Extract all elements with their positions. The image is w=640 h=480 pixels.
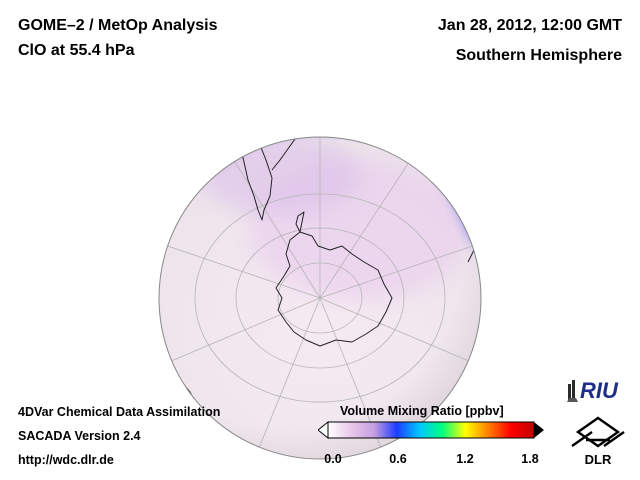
colorbar-gradient	[327, 421, 535, 439]
riu-logo: RIU	[567, 378, 619, 403]
colorbar-title: Volume Mixing Ratio [ppbv]	[340, 404, 504, 418]
riu-logo-text: RIU	[580, 378, 619, 403]
graticule	[159, 137, 481, 459]
globe-outline	[158, 136, 482, 460]
colorbar-min-arrow	[318, 420, 329, 440]
dlr-logo-text: DLR	[585, 452, 612, 467]
antarctic-peninsula	[295, 211, 305, 233]
colorbar-tick: 1.8	[521, 452, 539, 466]
dlr-logo: DLR	[571, 416, 625, 467]
footer-version: SACADA Version 2.4	[18, 429, 141, 443]
footer-url[interactable]: http://wdc.dlr.de	[18, 453, 114, 467]
datetime-label: Jan 28, 2012, 12:00 GMT	[437, 17, 622, 34]
colorbar-tick: 0.6	[389, 452, 407, 466]
region-label: Southern Hemisphere	[455, 47, 622, 64]
species-label: ClO at 55.4 hPa	[18, 42, 135, 59]
antarctica-coast	[275, 231, 393, 347]
footer-method: 4DVar Chemical Data Assimilation	[18, 405, 221, 419]
product-title: GOME–2 / MetOp Analysis	[18, 17, 218, 34]
colorbar-tick: 0.0	[324, 452, 342, 466]
colorbar-tick: 1.2	[456, 452, 474, 466]
africa-coast	[437, 137, 459, 187]
colorbar	[318, 420, 544, 440]
colorbar-max-arrow	[534, 422, 544, 438]
